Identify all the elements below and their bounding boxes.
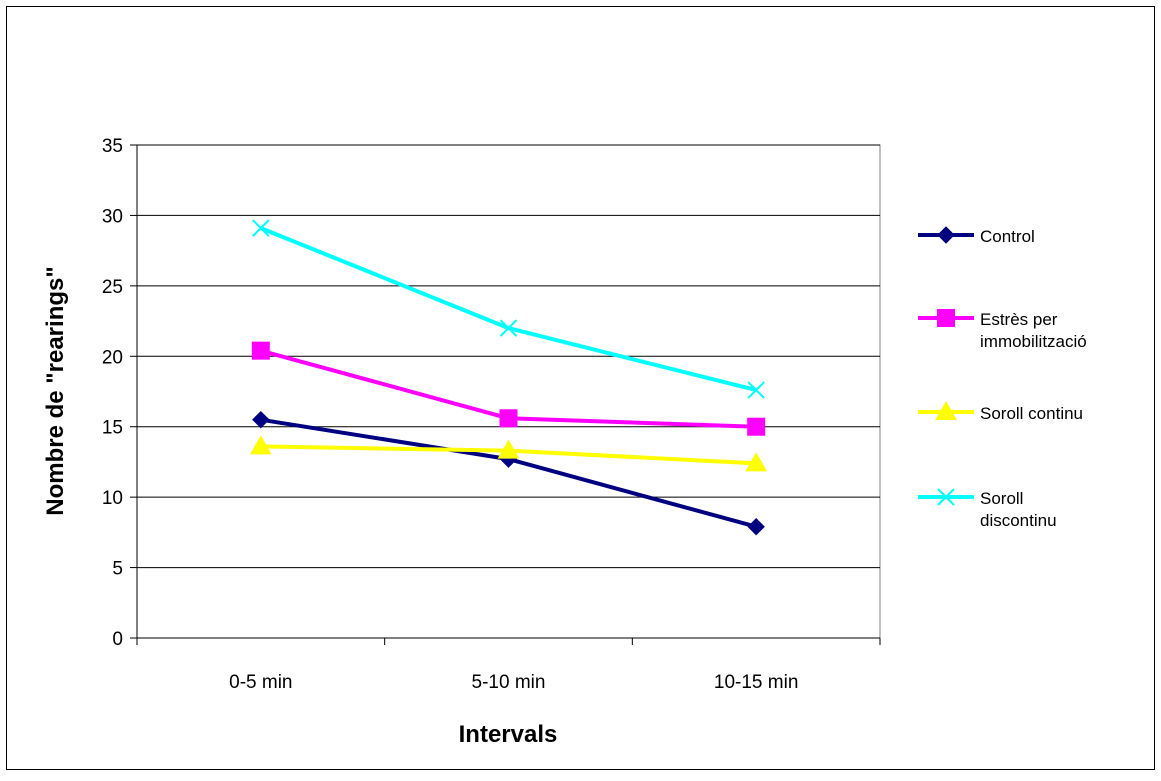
y-tick-label: 20	[102, 347, 123, 368]
data-point	[745, 452, 768, 472]
legend-label: Soroll continu	[980, 404, 1083, 423]
series-3	[252, 219, 765, 399]
y-tick-label: 30	[102, 206, 123, 227]
data-point	[497, 439, 520, 459]
data-point	[499, 319, 518, 337]
legend-label: Soroll discontinu	[980, 489, 1057, 530]
legend-item: Soroll discontinu	[918, 488, 1057, 530]
legend-label: Estrès per immobilització	[980, 310, 1087, 351]
data-point	[249, 435, 272, 455]
x-axis-title: Intervals	[459, 721, 558, 748]
y-tick-label: 25	[102, 277, 123, 298]
data-point	[747, 417, 766, 436]
y-tick-label: 5	[112, 559, 123, 580]
legend-marker	[937, 309, 955, 327]
data-point	[252, 410, 270, 429]
data-point	[747, 518, 765, 536]
y-tick-label: 10	[102, 488, 123, 509]
legend-item: Soroll continu	[918, 400, 1083, 423]
y-tick-label: 0	[112, 629, 123, 650]
y-axis-title: Nombre de "rearings"	[42, 266, 69, 516]
grid-lines	[137, 144, 880, 569]
series-lines	[249, 219, 768, 536]
y-tick-label: 35	[102, 136, 123, 157]
data-point	[251, 341, 270, 360]
series-1	[251, 341, 766, 436]
legend-marker	[935, 400, 957, 420]
series-2	[249, 435, 768, 472]
legend-item: Control	[918, 226, 1035, 246]
plot-area	[136, 144, 881, 639]
legend-marker	[937, 226, 955, 244]
data-point	[252, 219, 270, 237]
legend-item: Estrès per immobilització	[918, 309, 1087, 351]
data-point	[747, 381, 765, 399]
data-point	[499, 409, 518, 428]
x-tick-label: 0-5 min	[229, 672, 292, 693]
legend: Control Estrès per immobilització Soroll co…	[918, 226, 1087, 530]
y-tick-label: 15	[102, 418, 123, 439]
legend-label: Control	[980, 227, 1035, 246]
axes: 0 5 10 15 20 25 30 35 0-5 min 5-10 min 10-15 min	[102, 136, 881, 693]
legend-marker	[937, 488, 955, 506]
x-tick-label: 10-15 min	[714, 672, 799, 693]
x-tick-label: 5-10 min	[472, 672, 546, 693]
